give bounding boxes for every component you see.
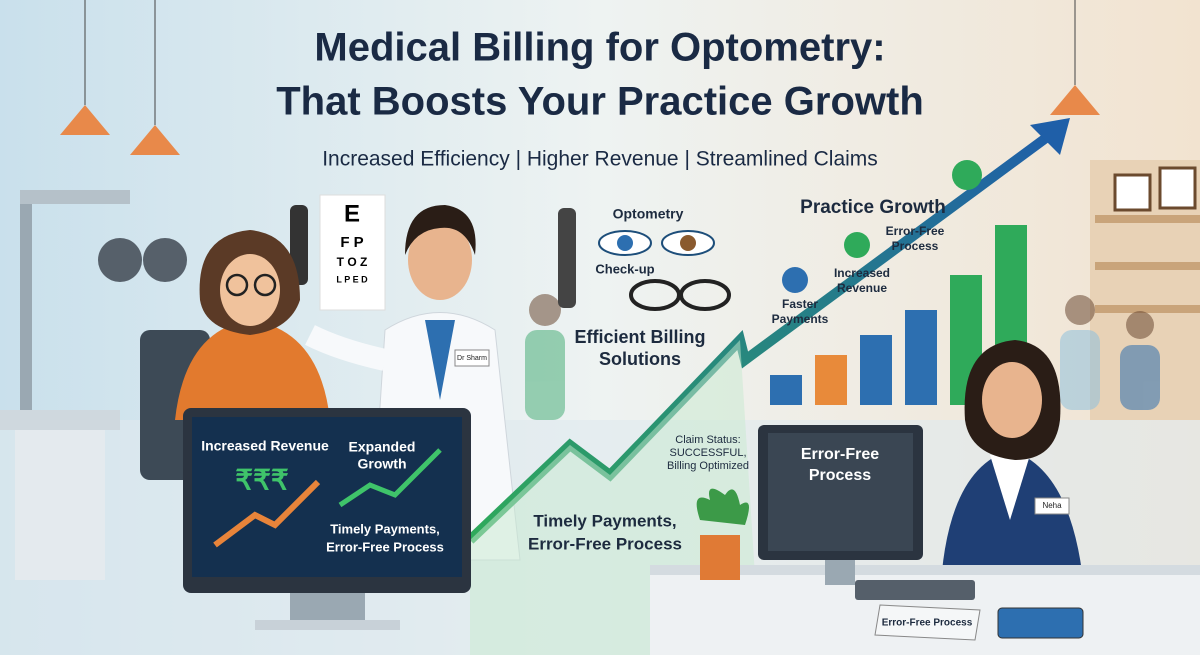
monitor-label: Growth	[358, 456, 407, 472]
billing-label: Solutions	[599, 349, 681, 369]
claim-label: Billing Optimized	[667, 460, 749, 472]
checkup-label: Check-up	[595, 261, 654, 276]
growth-bars	[770, 160, 1027, 405]
desk: Error-Free Process Error-Free Process	[650, 425, 1200, 655]
optometry-label: Optometry	[613, 206, 684, 222]
monitor-currency: ₹₹₹	[235, 464, 289, 495]
subtitle: Increased Efficiency | Higher Revenue | …	[322, 148, 878, 171]
title: Medical Billing for Optometry:	[314, 26, 885, 70]
background-people	[525, 294, 1160, 420]
growth-title: Practice Growth	[800, 197, 946, 218]
growth-label: Increased	[834, 266, 890, 280]
title: That Boosts Your Practice Growth	[276, 80, 924, 124]
growth-label: Error-Free	[886, 224, 945, 238]
eye-chart-row: F P	[340, 234, 363, 251]
patient	[175, 230, 330, 420]
growth-label: Revenue	[837, 281, 887, 295]
billing-label: Efficient Billing	[574, 327, 705, 347]
eye-chart-row: L P E D	[336, 274, 368, 284]
timely-label: Timely Payments,	[533, 511, 676, 530]
name-badge: Neha	[1042, 501, 1062, 510]
monitor-label: Timely Payments,	[330, 521, 440, 536]
monitor-label: Expanded	[349, 439, 416, 455]
growth-labels: Practice Growth Error-Free Process Incre…	[772, 197, 946, 326]
desk-screen-label: Process	[809, 467, 871, 484]
growth-label: Faster	[782, 297, 818, 311]
doctor-badge: Dr Sharm	[457, 355, 487, 362]
eye-chart-row: T O Z	[337, 255, 368, 269]
header: Medical Billing for Optometry: That Boos…	[276, 26, 924, 171]
monitor-label: Increased Revenue	[201, 438, 329, 454]
receptionist: Neha	[940, 340, 1085, 600]
timely-label: Error-Free Process	[528, 534, 682, 553]
growth-label: Process	[892, 239, 939, 253]
eye-chart-row: E	[344, 200, 360, 227]
desk-sign: Error-Free Process	[882, 618, 973, 629]
desk-screen-label: Error-Free	[801, 446, 879, 463]
middle-labels: Optometry Check-up Efficient Billing Sol…	[528, 206, 749, 554]
monitor-label: Error-Free Process	[326, 539, 444, 554]
claim-label: Claim Status:	[675, 434, 740, 446]
front-monitor: Increased Revenue ₹₹₹ Expanded Growth Ti…	[183, 408, 471, 630]
claim-label: SUCCESSFUL,	[669, 447, 746, 459]
eye-chart: E F P T O Z L P E D	[290, 194, 386, 311]
growth-label: Payments	[772, 312, 829, 326]
